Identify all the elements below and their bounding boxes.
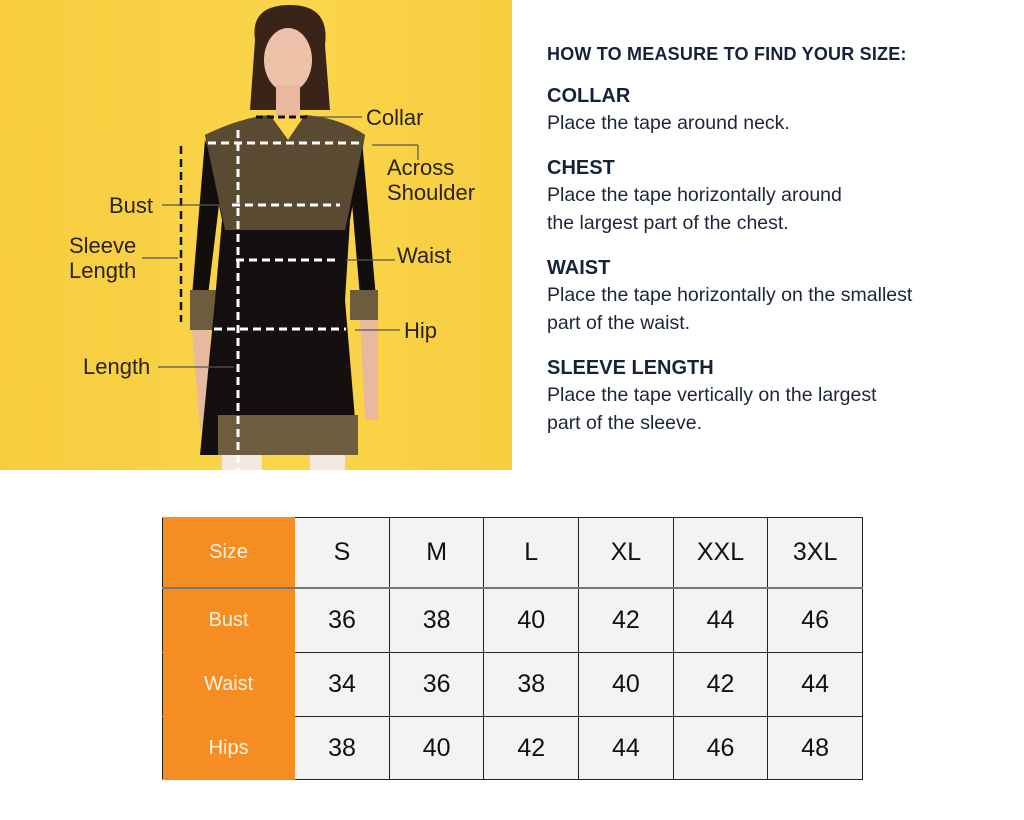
row-header: Size <box>161 517 296 589</box>
section-collar: COLLAR Place the tape around neck. <box>547 83 967 137</box>
kurta-illustration <box>142 5 419 470</box>
table-cell: 44 <box>767 652 863 717</box>
table-cell: 46 <box>672 716 769 780</box>
table-cell: S <box>294 517 390 589</box>
table-cell: 34 <box>294 652 390 717</box>
table-cell: 44 <box>672 587 769 653</box>
section-chest: CHEST Place the tape horizontally around… <box>547 155 967 237</box>
section-title: COLLAR <box>547 85 631 107</box>
section-text: Place the tape horizontally on the small… <box>547 284 913 306</box>
section-text: part of the waist. <box>547 312 691 334</box>
section-text: Place the tape vertically on the largest <box>547 384 877 406</box>
table-cell: 38 <box>294 716 390 780</box>
label-sleeve-2: Length <box>69 258 137 283</box>
section-text: Place the tape horizontally around <box>547 184 842 206</box>
table-cell: M <box>388 517 485 589</box>
table-cell: 44 <box>578 716 674 780</box>
table-cell: 40 <box>388 716 485 780</box>
section-text: part of the sleeve. <box>547 412 703 434</box>
label-sleeve-1: Sleeve <box>69 233 137 258</box>
section-title: SLEEVE LENGTH <box>547 357 714 379</box>
table-cell: XXL <box>672 517 769 589</box>
label-length: Length <box>83 354 151 379</box>
table-cell: 36 <box>388 652 485 717</box>
label-across-shoulder-2: Shoulder <box>387 180 476 205</box>
row-header: Hips <box>161 716 296 780</box>
table-cell: L <box>483 517 580 589</box>
label-across-shoulder-1: Across <box>387 155 455 180</box>
label-collar: Collar <box>366 105 424 130</box>
table-cell: 3XL <box>767 517 863 589</box>
row-header: Waist <box>161 652 296 717</box>
measure-guide: HOW TO MEASURE TO FIND YOUR SIZE: COLLAR… <box>547 44 967 455</box>
table-row: Bust 36 38 40 42 44 46 <box>161 587 863 653</box>
table-cell: 40 <box>483 587 580 653</box>
section-text: the largest part of the chest. <box>547 212 789 234</box>
table-cell: 42 <box>578 587 674 653</box>
section-waist: WAIST Place the tape horizontally on the… <box>547 255 967 337</box>
table-cell: 48 <box>767 716 863 780</box>
table-cell: 42 <box>483 716 580 780</box>
model-photo: Collar Across Shoulder Bust Sleeve Lengt… <box>0 0 512 470</box>
label-bust: Bust <box>109 193 154 218</box>
section-title: CHEST <box>547 157 615 179</box>
table-cell: 46 <box>767 587 863 653</box>
table-cell: 36 <box>294 587 390 653</box>
label-hip: Hip <box>404 318 438 343</box>
label-waist: Waist <box>397 243 452 268</box>
table-row: Hips 38 40 42 44 46 48 <box>161 716 863 780</box>
guide-heading: HOW TO MEASURE TO FIND YOUR SIZE: <box>547 44 907 64</box>
table-cell: 40 <box>578 652 674 717</box>
table-cell: XL <box>578 517 674 589</box>
section-title: WAIST <box>547 257 611 279</box>
table-cell: 38 <box>483 652 580 717</box>
table-cell: 42 <box>672 652 769 717</box>
section-sleeve-length: SLEEVE LENGTH Place the tape vertically … <box>547 355 967 437</box>
row-header: Bust <box>161 587 296 653</box>
table-row: Waist 34 36 38 40 42 44 <box>161 652 863 717</box>
section-text: Place the tape around neck. <box>547 112 790 134</box>
table-row: Size S M L XL XXL 3XL <box>161 517 863 589</box>
size-chart-table: Size S M L XL XXL 3XL Bust 36 38 40 42 44 46 Waist 34 36… <box>161 517 863 780</box>
table-cell: 38 <box>388 587 485 653</box>
